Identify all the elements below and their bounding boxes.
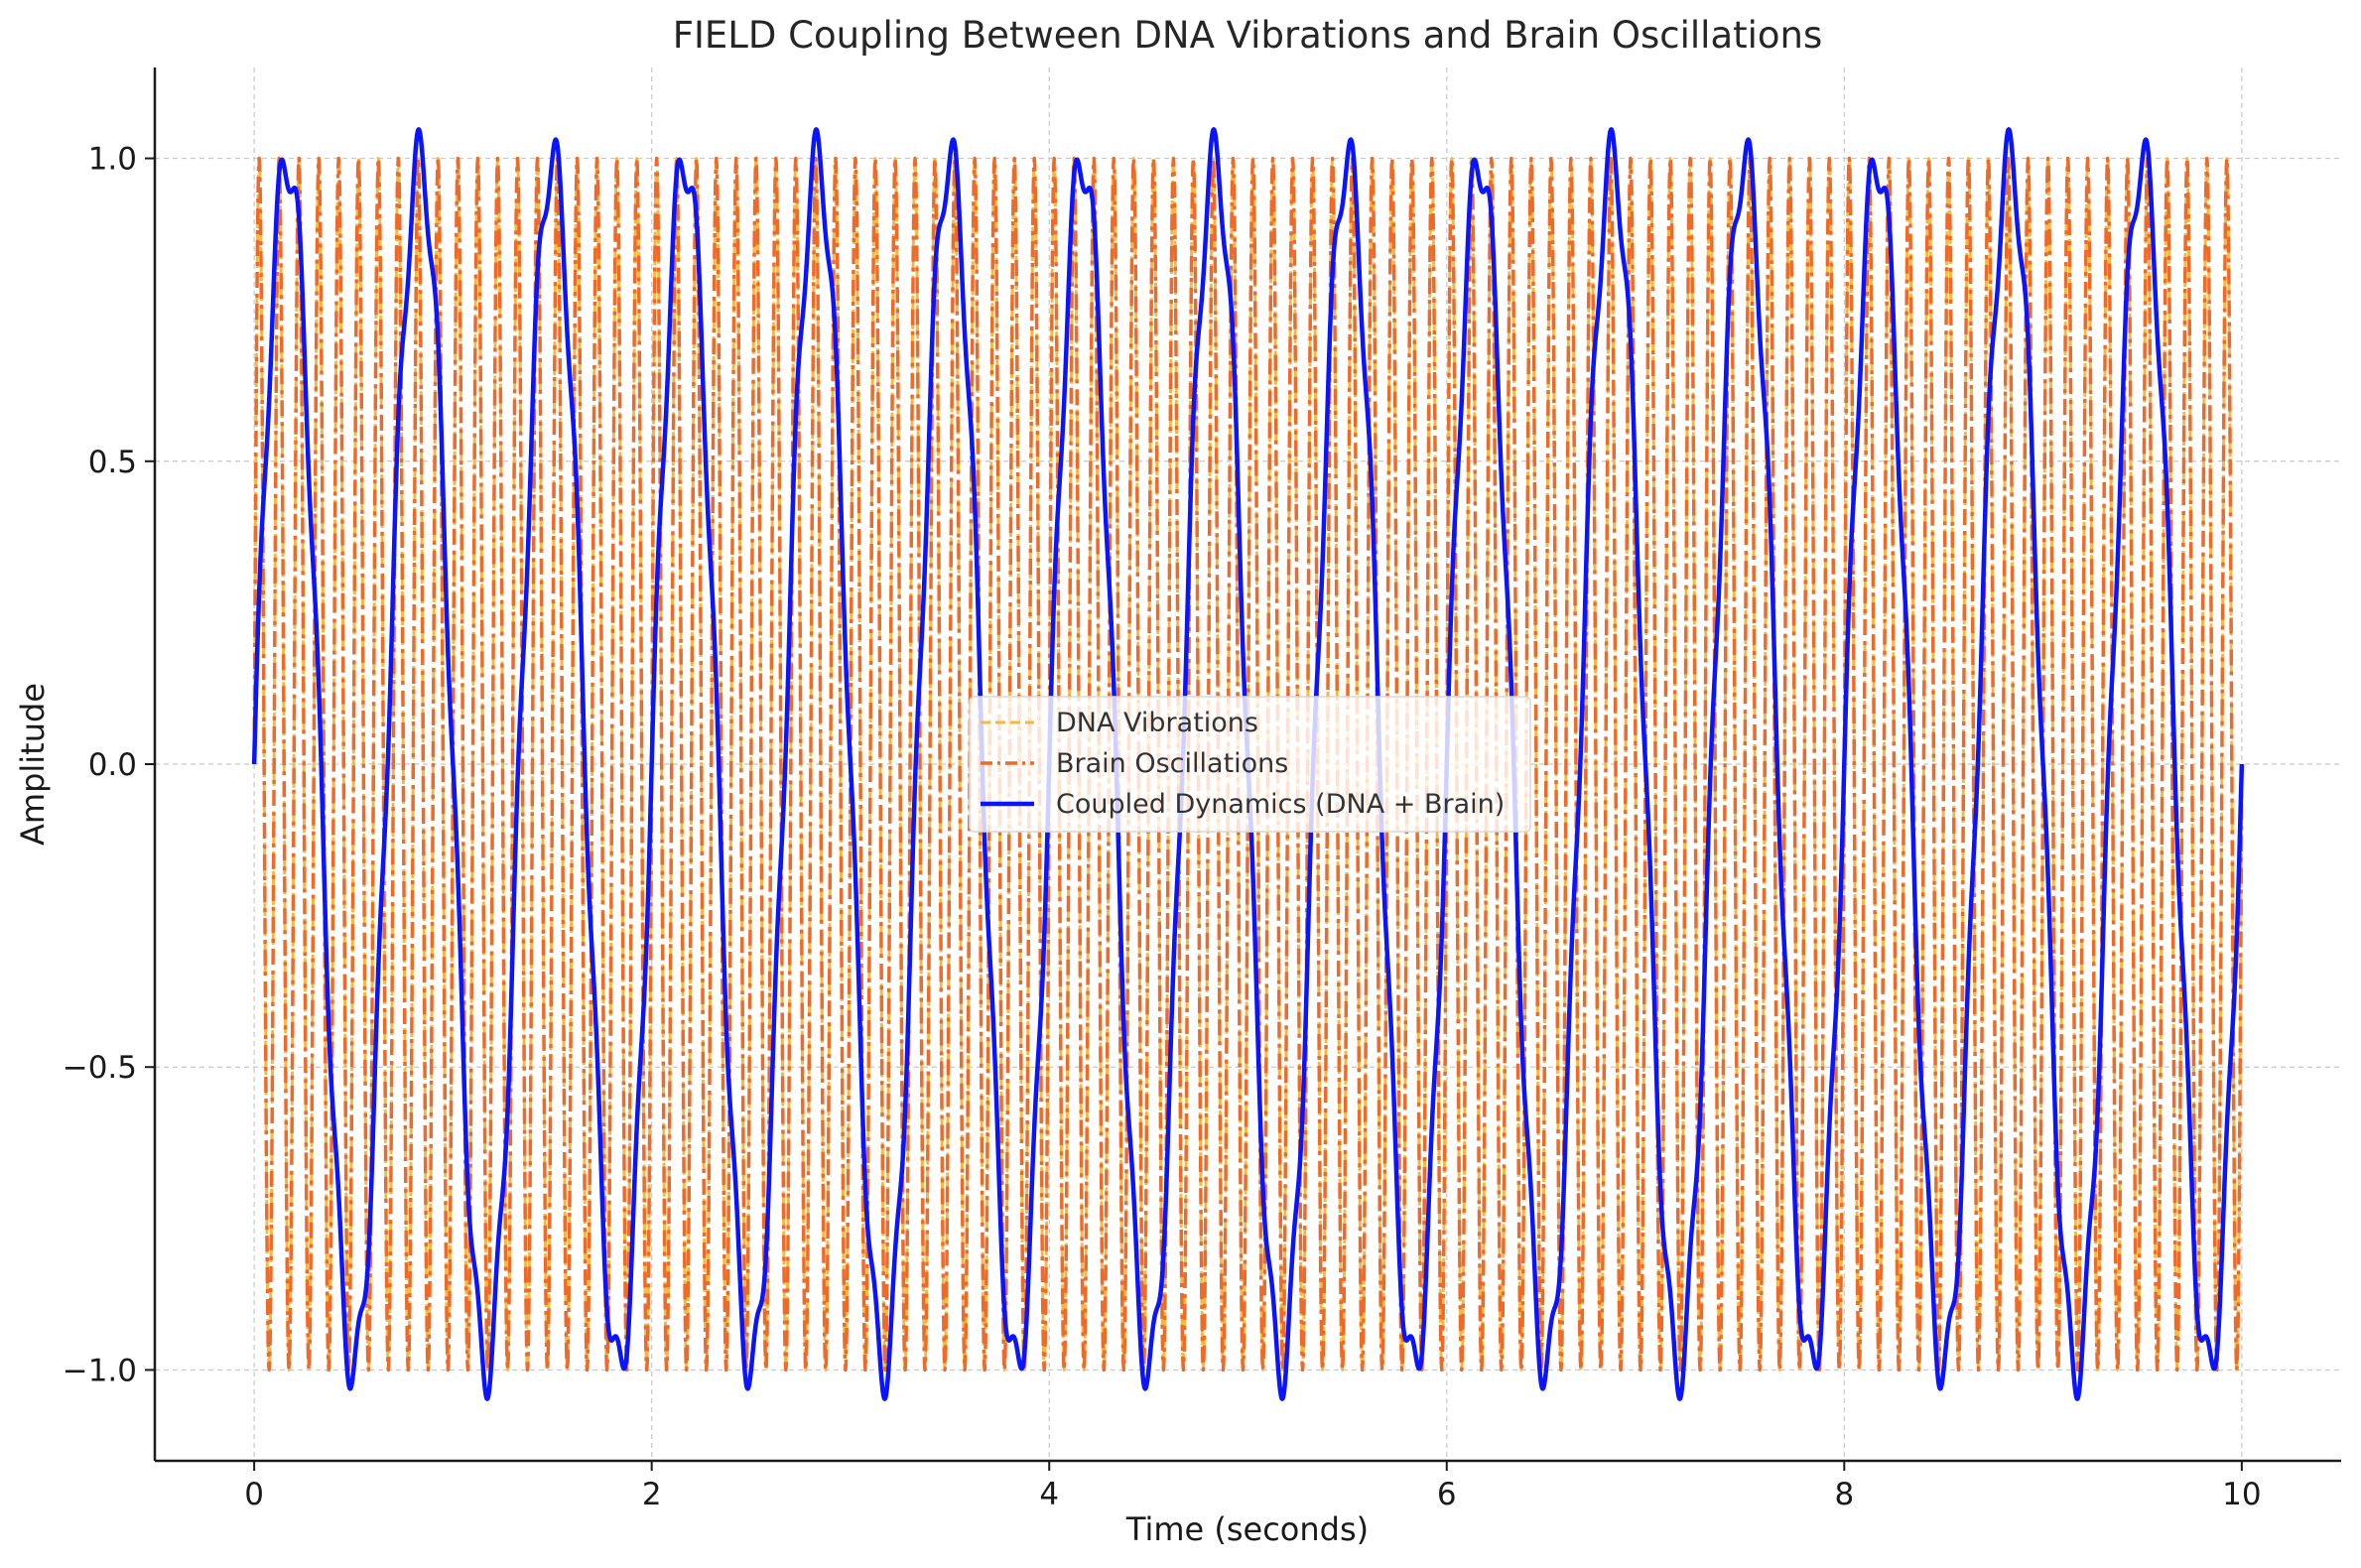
x-tick-label: 10 <box>2222 1477 2261 1512</box>
y-tick-label: 0.5 <box>88 445 137 480</box>
chart-title: FIELD Coupling Between DNA Vibrations an… <box>673 14 1823 57</box>
legend-label: Brain Oscillations <box>1056 748 1288 779</box>
legend-label: DNA Vibrations <box>1056 708 1258 738</box>
y-tick-label: 0.0 <box>88 747 137 783</box>
y-tick-label: −1.0 <box>63 1353 137 1388</box>
x-axis-label: Time (seconds) <box>1125 1510 1369 1548</box>
x-tick-label: 6 <box>1437 1477 1457 1512</box>
x-tick-label: 4 <box>1039 1477 1059 1512</box>
y-ticks: −1.0 −0.5 0.0 0.5 1.0 <box>63 142 155 1388</box>
x-tick-label: 8 <box>1834 1477 1854 1512</box>
y-tick-label: −0.5 <box>63 1050 137 1086</box>
y-axis-label: Amplitude <box>14 683 52 846</box>
x-ticks: 0 2 4 6 8 10 <box>244 1461 2262 1512</box>
x-tick-label: 0 <box>244 1477 264 1512</box>
legend: DNA Vibrations Brain Oscillations Coupled … <box>969 696 1531 833</box>
legend-label: Coupled Dynamics (DNA + Brain) <box>1056 789 1505 820</box>
legend-frame <box>969 696 1531 833</box>
y-tick-label: 1.0 <box>88 142 137 178</box>
x-tick-label: 2 <box>642 1477 662 1512</box>
